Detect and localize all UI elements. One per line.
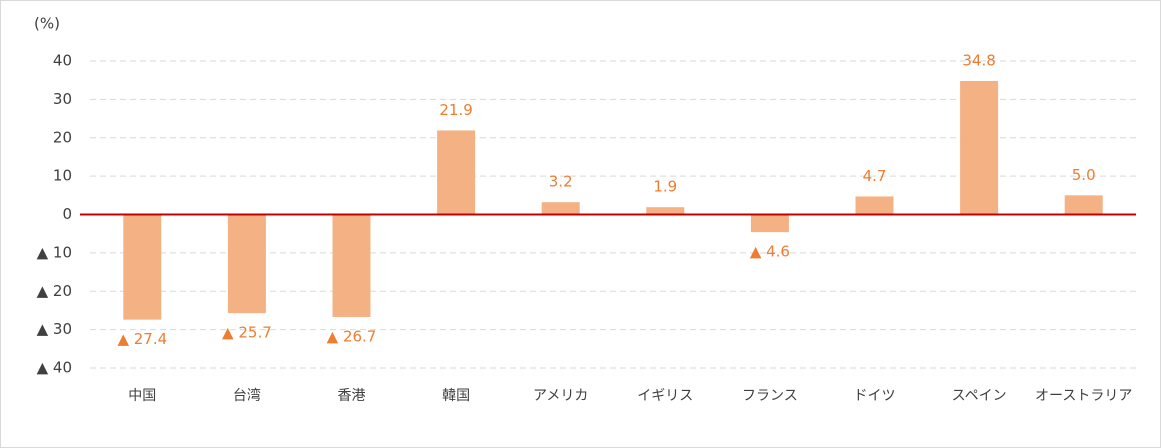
bar <box>960 80 999 215</box>
x-tick-label: スペイン <box>952 388 1007 404</box>
data-label: 21.9 <box>439 101 472 119</box>
x-tick-label: イギリス <box>637 388 693 404</box>
y-tick-label: 0 <box>62 205 72 223</box>
bar <box>437 130 476 215</box>
x-tick-label: 韓国 <box>442 388 470 404</box>
data-label: 3.2 <box>549 173 573 191</box>
bar <box>1064 195 1103 215</box>
data-label: 34.8 <box>962 51 995 69</box>
bar <box>227 214 266 314</box>
data-label: ▲ 27.4 <box>117 330 167 348</box>
x-tick-label: 中国 <box>128 388 156 404</box>
data-label: 4.7 <box>863 167 887 185</box>
y-tick-label: 40 <box>53 52 72 70</box>
y-tick-label: ▲ 30 <box>37 320 72 338</box>
bar <box>123 214 162 320</box>
y-tick-label: ▲ 10 <box>37 243 72 261</box>
y-tick-label: 20 <box>53 128 72 146</box>
data-label: ▲ 25.7 <box>222 324 272 342</box>
bar <box>541 202 580 215</box>
bar <box>332 214 371 317</box>
data-label: ▲ 26.7 <box>327 327 377 345</box>
x-tick-label: 香港 <box>338 388 366 404</box>
y-tick-label: ▲ 20 <box>37 282 72 300</box>
data-label: 5.0 <box>1072 166 1096 184</box>
x-tick-label: アメリカ <box>533 388 588 404</box>
x-tick-label: オーストラリア <box>1035 388 1132 404</box>
y-tick-label: ▲ 40 <box>37 359 72 377</box>
x-tick-label: ドイツ <box>854 388 896 404</box>
unit-label: (%) <box>34 15 60 33</box>
bar <box>855 196 894 215</box>
y-tick-label: 10 <box>53 167 72 185</box>
y-tick-label: 30 <box>53 90 72 108</box>
bar <box>646 207 685 215</box>
x-tick-label: フランス <box>742 388 798 404</box>
data-label: 1.9 <box>653 178 677 196</box>
x-tick-label: 台湾 <box>233 387 261 404</box>
bar <box>750 214 789 233</box>
data-label: ▲ 4.6 <box>750 243 790 261</box>
